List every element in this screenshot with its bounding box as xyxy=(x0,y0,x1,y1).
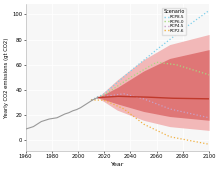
X-axis label: Year: Year xyxy=(111,162,124,167)
Legend: RCP8.5, RCP6.0, RCP4.5, RCP2.6: RCP8.5, RCP6.0, RCP4.5, RCP2.6 xyxy=(162,8,186,35)
Y-axis label: Yearly CO2 emissions (gt CO2): Yearly CO2 emissions (gt CO2) xyxy=(4,37,9,118)
